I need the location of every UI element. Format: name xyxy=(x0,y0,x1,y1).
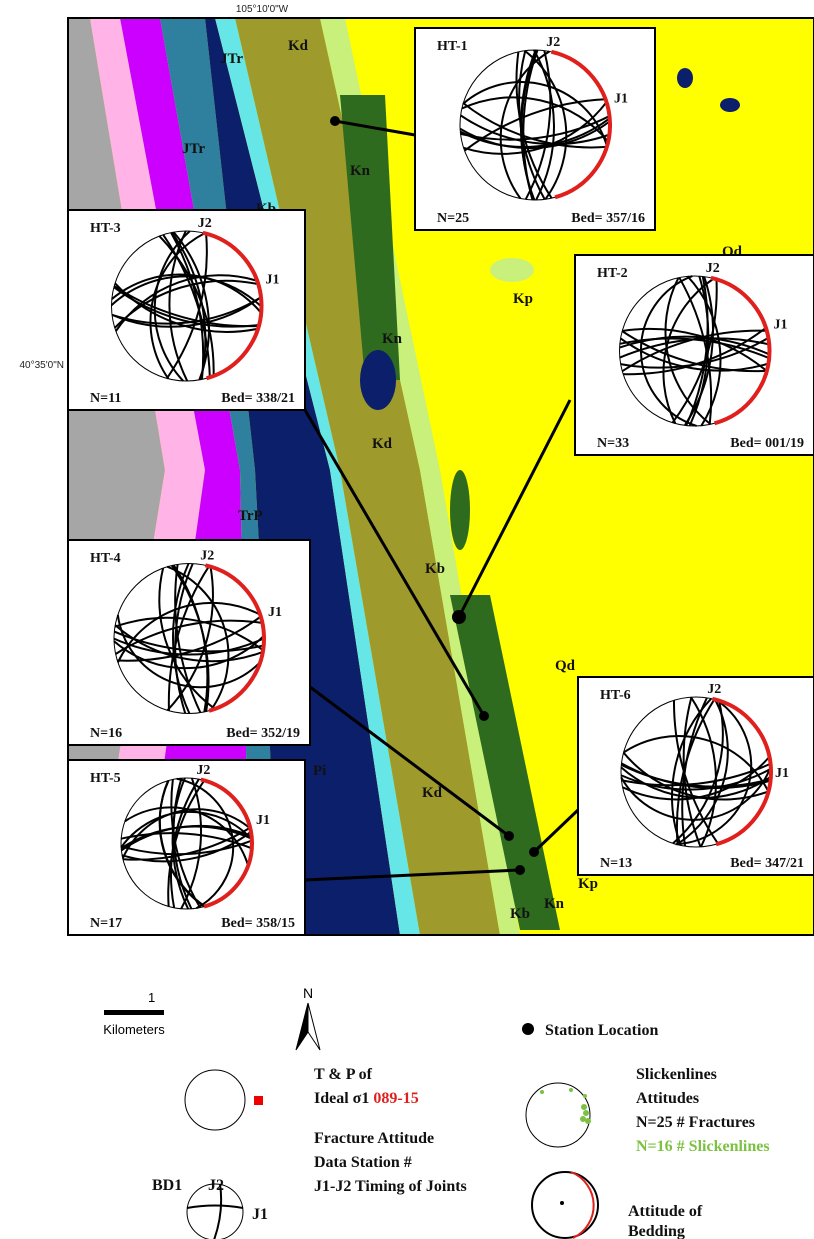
tp-text: Ideal σ1 xyxy=(314,1090,369,1107)
joint-j1: J1 xyxy=(268,605,282,620)
joint-j2: J2 xyxy=(200,549,214,564)
bedding-attitude: Bed= 352/19 xyxy=(226,726,300,741)
frac-text: Data Station # xyxy=(314,1154,412,1171)
unit-label: TrP xyxy=(238,508,263,524)
unit-label: Kn xyxy=(350,163,371,179)
fracture-count: N=13 xyxy=(600,856,632,871)
frac-text: J1-J2 Timing of Joints xyxy=(314,1178,467,1195)
tp-value: 089-15 xyxy=(373,1090,418,1107)
station-id: HT-1 xyxy=(437,39,468,54)
unit-label: Kn xyxy=(382,331,403,347)
station-dot xyxy=(479,711,489,721)
unit-navy-blob xyxy=(360,350,396,410)
joint-j1: J1 xyxy=(775,766,789,781)
slick-net xyxy=(526,1083,590,1147)
joint-j2: J2 xyxy=(198,216,212,231)
bed-net xyxy=(532,1172,598,1238)
fracture-count: N=17 xyxy=(90,916,122,931)
scale-value: 1 xyxy=(148,990,155,1005)
joint-j2: J2 xyxy=(196,763,210,778)
bedding-attitude: Bed= 338/21 xyxy=(221,391,295,406)
fracture-count: N=33 xyxy=(597,436,629,451)
unit-label: JTr xyxy=(220,51,243,67)
slick-text: Attitudes xyxy=(636,1090,699,1107)
slick-text: N=16 # Slickenlines xyxy=(636,1138,770,1155)
station-id: HT-4 xyxy=(90,551,121,566)
bed-text: Bedding xyxy=(628,1223,685,1239)
bd-id: BD1 xyxy=(152,1177,182,1194)
station-dot xyxy=(330,116,340,126)
unit-label: Kd xyxy=(288,38,309,54)
unit-label: Kd xyxy=(422,785,443,801)
legend: 1 Kilometers N Station Location T & P of… xyxy=(103,985,769,1239)
bedding-attitude: Bed= 358/15 xyxy=(221,916,295,931)
slick-text: Slickenlines xyxy=(636,1066,717,1083)
frac-text: Fracture Attitude xyxy=(314,1130,434,1147)
longitude-label: 105°10'0"W xyxy=(236,4,289,15)
latitude-label: 40°35'0"N xyxy=(20,360,65,371)
joint-j1: J1 xyxy=(774,318,788,333)
tp-text: T & P of xyxy=(314,1066,373,1083)
station-id: HT-5 xyxy=(90,771,121,786)
fracture-count: N=25 xyxy=(437,211,469,226)
bedding-attitude: Bed= 001/19 xyxy=(730,436,804,451)
unit-label: Pi xyxy=(313,763,326,779)
station-id: HT-3 xyxy=(90,221,121,236)
joint-j1: J1 xyxy=(266,273,280,288)
station-id: HT-6 xyxy=(600,688,631,703)
station-dot xyxy=(529,847,539,857)
bed-arc xyxy=(571,1172,594,1238)
station-symbol xyxy=(522,1023,534,1035)
bed-text: Attitude of xyxy=(628,1203,703,1220)
fracture-count: N=11 xyxy=(90,391,121,406)
unit-kn xyxy=(450,470,470,550)
unit-label: Kb xyxy=(425,561,445,577)
unit-label: Qd xyxy=(555,658,576,674)
bd-j1: J1 xyxy=(252,1206,268,1223)
map-figure: 105°10'0"W 40°35'0"N JTr Kd JTr Kn Kb Qd… xyxy=(0,0,814,1239)
unit-label: Kp xyxy=(578,876,598,892)
unit-label: Kb xyxy=(510,906,530,922)
joint-j1: J1 xyxy=(614,92,628,107)
north-arrow xyxy=(296,1003,308,1050)
slick-text: N=25 # Fractures xyxy=(636,1114,755,1131)
fracture-count: N=16 xyxy=(90,726,122,741)
joint-j2: J2 xyxy=(707,682,721,697)
scale-bar xyxy=(104,1010,164,1015)
tp-symbol xyxy=(254,1096,263,1105)
bedding-attitude: Bed= 357/16 xyxy=(571,211,645,226)
unit-label: Kn xyxy=(544,896,565,912)
station-dot xyxy=(452,610,466,624)
bedding-attitude: Bed= 347/21 xyxy=(730,856,804,871)
north-arrow xyxy=(308,1003,320,1050)
tp-text: Ideal σ1 089-15 xyxy=(314,1090,419,1107)
north-label: N xyxy=(303,985,313,1001)
unit-label: JTr xyxy=(182,141,205,157)
unit-kp xyxy=(490,258,534,282)
unit-navy-blob xyxy=(677,68,693,88)
station-dot xyxy=(504,831,514,841)
unit-label: Kd xyxy=(372,436,393,452)
slick-points xyxy=(540,1088,591,1124)
joint-j2: J2 xyxy=(706,261,720,276)
scale-unit: Kilometers xyxy=(103,1022,165,1037)
unit-label: Kp xyxy=(513,291,533,307)
station-id: HT-2 xyxy=(597,266,628,281)
joint-j2: J2 xyxy=(546,35,560,50)
joint-j1: J1 xyxy=(256,813,270,828)
unit-navy-blob xyxy=(720,98,740,112)
bed-center xyxy=(560,1201,564,1205)
station-dot xyxy=(515,865,525,875)
station-label: Station Location xyxy=(545,1022,658,1039)
tp-net xyxy=(185,1070,245,1130)
